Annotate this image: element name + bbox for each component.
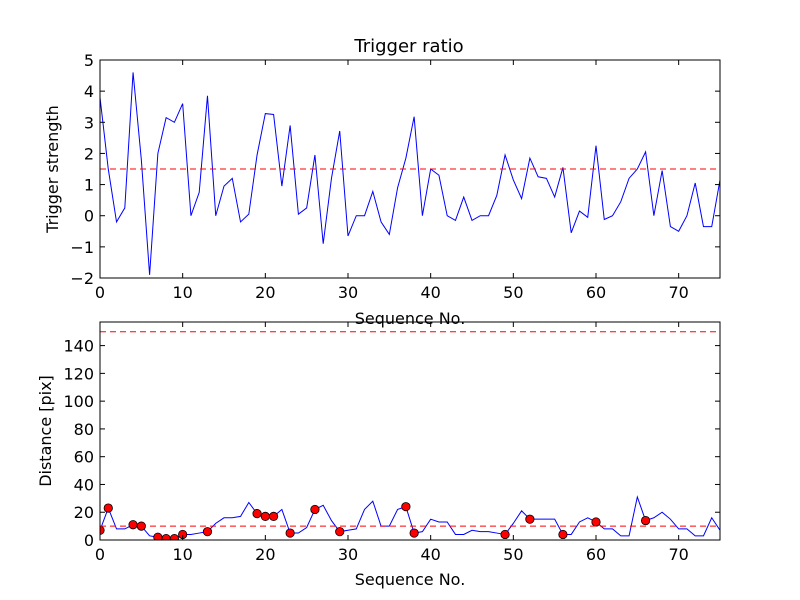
top-x-axis-label: Sequence No.: [355, 309, 466, 328]
x-tick-label: 70: [668, 545, 688, 564]
top-axes-frame: [99, 59, 721, 279]
y-tick-label: 0: [84, 531, 94, 550]
x-tick-label: 50: [503, 545, 523, 564]
x-tick-label: 60: [586, 545, 606, 564]
x-tick-label: 30: [338, 545, 358, 564]
x-tick-label: 10: [172, 545, 192, 564]
x-tick-label: 0: [95, 545, 105, 564]
x-tick-label: 20: [255, 545, 275, 564]
y-tick-label: −1: [70, 238, 94, 257]
marker-point: [558, 529, 568, 540]
bottom-ticks: 0 10 20 30 40 50 60 70 0 20 40 60 80 100 120 140: [63, 322, 720, 564]
top-plot-area: [100, 72, 720, 275]
y-tick-label: 2: [84, 144, 94, 163]
x-tick-label: 50: [503, 283, 523, 302]
marker-point: [640, 515, 651, 526]
top-y-axis-label: Trigger strength: [43, 105, 62, 234]
marker-point: [401, 502, 411, 512]
marker-point: [409, 528, 419, 538]
y-tick-label: 0: [84, 207, 94, 226]
y-tick-label: 40: [74, 475, 94, 494]
x-tick-label: 60: [586, 283, 606, 302]
y-tick-label: 20: [74, 503, 94, 522]
marker-point: [260, 511, 270, 521]
marker-point: [525, 514, 535, 524]
x-tick-label: 70: [668, 283, 688, 302]
y-tick-label: 140: [63, 337, 94, 356]
y-tick-label: −2: [70, 269, 94, 288]
trigger-ratio-subplot: Trigger ratio 0 10 20 30 40 50 60 70−2−1012345 …: [43, 36, 721, 328]
distance-subplot: 0 10 20 30 40 50 60 70 0 20 40 60 80 100 120 140 Sequen…: [36, 321, 721, 589]
marker-point: [268, 511, 279, 521]
x-tick-label: 0: [95, 283, 105, 302]
y-tick-label: 120: [63, 364, 94, 383]
x-tick-label: 20: [255, 283, 275, 302]
marker-point: [252, 509, 262, 519]
y-tick-label: 60: [74, 448, 94, 467]
bottom-x-axis-label: Sequence No.: [355, 570, 466, 589]
series-line: [100, 72, 720, 275]
bottom-axes-frame: [99, 321, 721, 541]
y-tick-label: 5: [84, 51, 94, 70]
chart-title: Trigger ratio: [353, 36, 463, 57]
marker-point: [202, 527, 213, 537]
marker-point: [335, 527, 345, 537]
y-tick-label: 80: [74, 420, 94, 439]
y-tick-label: 4: [84, 82, 94, 101]
marker-point: [285, 528, 295, 538]
top-ticks: 0 10 20 30 40 50 60 70 −2 −1 0 1 2 3 4 5: [70, 51, 720, 302]
x-tick-label: 10: [172, 283, 192, 302]
marker-point: [103, 503, 113, 513]
bottom-plot-area: [100, 331, 720, 540]
x-tick-label: 40: [420, 283, 440, 302]
marker-point: [310, 504, 320, 515]
y-tick-label: 100: [63, 392, 94, 411]
bottom-y-axis-label: Distance [pix]: [36, 375, 55, 487]
x-tick-label: 30: [338, 283, 358, 302]
y-tick-label: 3: [84, 113, 94, 132]
x-tick-label: 40: [420, 545, 440, 564]
marker-point: [128, 520, 138, 530]
marker-point: [500, 529, 510, 540]
marker-point: [591, 517, 601, 527]
y-tick-label: 1: [84, 176, 94, 195]
marker-point: [169, 534, 179, 540]
